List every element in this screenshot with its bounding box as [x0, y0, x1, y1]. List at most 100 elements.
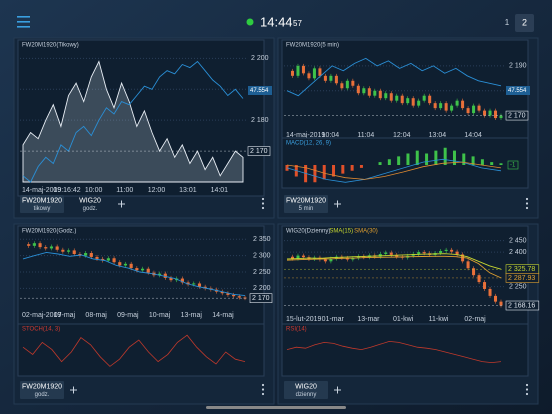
candle [466, 261, 470, 269]
candle [483, 110, 487, 116]
y-tick-label: 2 200 [251, 55, 269, 62]
indicator-bar [425, 153, 429, 165]
candle [329, 75, 333, 81]
candle [95, 256, 99, 259]
x-tick-label: 14-maj-2019 [286, 132, 325, 139]
candle [499, 115, 503, 119]
chart-title: FW20M1920(Godz.) [22, 229, 76, 235]
indicator-bar [397, 156, 401, 165]
candle [296, 65, 300, 76]
indicator-bar [471, 156, 475, 165]
candle [373, 90, 377, 96]
candle [450, 105, 454, 111]
tab-interval: 5 min [299, 206, 314, 212]
y-tick-label: 2 450 [509, 237, 527, 244]
status-dot [246, 18, 254, 26]
legend-entry: SMA(30) [354, 229, 378, 235]
candle [197, 283, 202, 287]
tab-interval: godz. [83, 206, 98, 212]
candle [433, 103, 437, 109]
page-button-active[interactable] [515, 14, 534, 32]
more-menu-dot[interactable] [261, 392, 265, 396]
indicator-line [22, 334, 246, 367]
candle [89, 253, 93, 257]
candle [411, 98, 415, 106]
candle [323, 75, 327, 81]
x-tick-label: 12:04 [393, 132, 411, 139]
price-line [22, 60, 244, 183]
indicator-line [286, 340, 502, 364]
x-tick-label: 07-maj [54, 312, 76, 319]
page-button[interactable]: 1 [505, 18, 510, 27]
add-tab-button[interactable] [334, 200, 341, 208]
x-tick-label: 13:04 [429, 132, 447, 139]
indicator-label: STOCH(14, 3) [22, 327, 60, 333]
candle [494, 295, 498, 302]
more-menu-dot[interactable] [261, 202, 265, 205]
y-tick-label: 2 250 [509, 284, 527, 291]
candle [61, 249, 65, 252]
clock-seconds: 57 [293, 19, 302, 28]
chart-panel: FW20M1920(Godz.) 2 350 2 300 2 250 2 200 2 17… [13, 223, 275, 405]
indicator-line [286, 161, 502, 180]
price-line [286, 253, 502, 270]
tab[interactable] [20, 381, 64, 399]
candle [488, 288, 492, 296]
overlay-tag: 47.554 [508, 88, 527, 94]
tab[interactable] [284, 381, 328, 399]
candle [27, 244, 31, 246]
price-line [286, 255, 502, 279]
menu-button[interactable] [17, 16, 30, 28]
x-tick-label: 10:04 [322, 132, 340, 139]
candle [66, 250, 71, 252]
overlay-tag-box [248, 86, 272, 95]
more-menu-dot[interactable] [525, 388, 529, 391]
candle [417, 100, 421, 106]
indicator-label: MACD(12, 26, 9) [286, 141, 331, 147]
candle [444, 103, 448, 111]
candle [455, 100, 459, 106]
candle [318, 68, 322, 76]
candle [307, 73, 311, 79]
more-menu-dot[interactable] [261, 383, 265, 387]
more-menu-dot[interactable] [525, 197, 529, 201]
candle [367, 88, 371, 96]
price-line [286, 57, 502, 97]
more-menu-dot[interactable] [525, 392, 529, 396]
candle [356, 256, 360, 259]
candle [472, 105, 476, 114]
more-menu-dot[interactable] [261, 388, 265, 391]
candle [439, 250, 443, 254]
y-tick-label: 2 250 [253, 269, 271, 276]
tab-name: FW20M1920 [22, 197, 62, 204]
candle [422, 252, 426, 254]
candle [450, 249, 454, 252]
more-menu-dot[interactable] [525, 206, 529, 210]
candle [455, 251, 459, 255]
candle [439, 103, 443, 109]
indicator-bar [341, 165, 345, 174]
candle [466, 108, 470, 114]
indicator-bar [378, 162, 382, 165]
plot-area [281, 225, 529, 377]
tab[interactable] [284, 195, 328, 213]
candle [400, 95, 404, 104]
add-tab-button[interactable] [334, 386, 341, 394]
x-tick-label: 14:04 [464, 132, 482, 139]
candle [340, 83, 344, 89]
overlay-tag: 47.554 [250, 88, 269, 94]
candle [301, 255, 305, 258]
page-button[interactable]: 2 [522, 17, 527, 27]
more-menu-dot[interactable] [261, 206, 265, 210]
price-tag-box [247, 146, 271, 156]
more-menu-dot[interactable] [261, 197, 265, 201]
candle [312, 68, 316, 79]
add-tab-button[interactable] [118, 200, 125, 208]
more-menu-dot[interactable] [525, 383, 529, 387]
more-menu-dot[interactable] [525, 202, 529, 205]
tab[interactable] [20, 195, 64, 213]
add-tab-button[interactable] [70, 386, 77, 394]
indicator-label: RSI(14) [286, 327, 307, 333]
indicator-bar [415, 150, 419, 165]
x-tick-label: 11-kwi [429, 316, 449, 323]
